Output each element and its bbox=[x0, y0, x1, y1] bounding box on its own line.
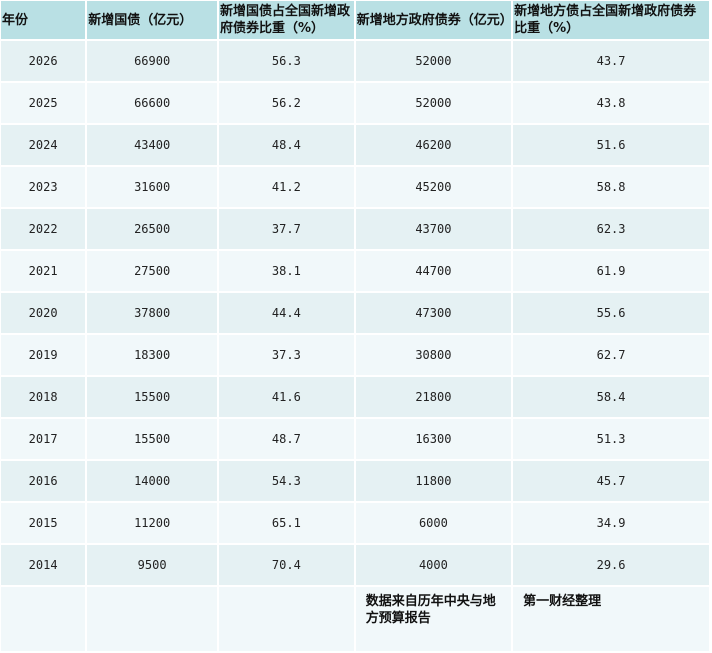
cell-local-share: 58.8 bbox=[513, 167, 709, 207]
cell-year: 2026 bbox=[1, 41, 86, 81]
cell-national-share: 56.2 bbox=[219, 83, 354, 123]
cell-national-bond: 37800 bbox=[87, 293, 217, 333]
cell-local-share: 61.9 bbox=[513, 251, 709, 291]
cell-local-share: 51.3 bbox=[513, 419, 709, 459]
cell-local-share: 43.8 bbox=[513, 83, 709, 123]
cell-national-share: 54.3 bbox=[219, 461, 354, 501]
table-row: 2019 18300 37.3 30800 62.7 bbox=[1, 335, 709, 375]
cell-year: 2016 bbox=[1, 461, 86, 501]
cell-year: 2019 bbox=[1, 335, 86, 375]
cell-national-share: 37.3 bbox=[219, 335, 354, 375]
cell-national-bond: 15500 bbox=[87, 419, 217, 459]
cell-national-share: 41.6 bbox=[219, 377, 354, 417]
cell-local-bond: 45200 bbox=[355, 167, 512, 207]
header-national-share: 新增国债占全国新增政府债券比重（%） bbox=[219, 1, 354, 39]
cell-year: 2017 bbox=[1, 419, 86, 459]
cell-local-bond: 6000 bbox=[355, 503, 512, 543]
cell-national-bond: 27500 bbox=[87, 251, 217, 291]
cell-year: 2023 bbox=[1, 167, 86, 207]
cell-local-bond: 11800 bbox=[355, 461, 512, 501]
header-national-bond: 新增国债（亿元） bbox=[87, 1, 217, 39]
cell-local-bond: 52000 bbox=[355, 83, 512, 123]
table-row: 2017 15500 48.7 16300 51.3 bbox=[1, 419, 709, 459]
cell-national-bond: 43400 bbox=[87, 125, 217, 165]
cell-local-bond: 16300 bbox=[355, 419, 512, 459]
cell-national-share: 48.4 bbox=[219, 125, 354, 165]
header-row: 年份 新增国债（亿元） 新增国债占全国新增政府债券比重（%） 新增地方政府债券（… bbox=[1, 1, 709, 39]
cell-local-share: 29.6 bbox=[513, 545, 709, 585]
cell-local-share: 55.6 bbox=[513, 293, 709, 333]
cell-local-share: 43.7 bbox=[513, 41, 709, 81]
cell-national-share: 65.1 bbox=[219, 503, 354, 543]
cell-national-share: 41.2 bbox=[219, 167, 354, 207]
cell-local-share: 51.6 bbox=[513, 125, 709, 165]
cell-national-bond: 66900 bbox=[87, 41, 217, 81]
cell-local-bond: 44700 bbox=[355, 251, 512, 291]
cell-national-share: 70.4 bbox=[219, 545, 354, 585]
source-note: 数据来自历年中央与地方预算报告 bbox=[355, 587, 512, 651]
table-row: 2015 11200 65.1 6000 34.9 bbox=[1, 503, 709, 543]
cell-local-bond: 30800 bbox=[355, 335, 512, 375]
table-row: 2016 14000 54.3 11800 45.7 bbox=[1, 461, 709, 501]
cell-local-bond: 4000 bbox=[355, 545, 512, 585]
header-local-bond: 新增地方政府债券（亿元） bbox=[355, 1, 513, 39]
table-row: 2021 27500 38.1 44700 61.9 bbox=[1, 251, 709, 291]
cell-national-bond: 15500 bbox=[87, 377, 217, 417]
cell-year: 2020 bbox=[1, 293, 86, 333]
cell-year: 2015 bbox=[1, 503, 86, 543]
table-row: 2025 66600 56.2 52000 43.8 bbox=[1, 83, 709, 123]
cell-local-share: 62.7 bbox=[513, 335, 709, 375]
table-row: 2023 31600 41.2 45200 58.8 bbox=[1, 167, 709, 207]
cell-local-bond: 46200 bbox=[355, 125, 512, 165]
cell-national-bond: 66600 bbox=[87, 83, 217, 123]
table-row: 2026 66900 56.3 52000 43.7 bbox=[1, 41, 709, 81]
cell-local-share: 45.7 bbox=[513, 461, 709, 501]
cell-national-share: 38.1 bbox=[219, 251, 354, 291]
cell-national-share: 44.4 bbox=[219, 293, 354, 333]
cell-year: 2025 bbox=[1, 83, 86, 123]
cell-national-share: 56.3 bbox=[219, 41, 354, 81]
table-row: 2024 43400 48.4 46200 51.6 bbox=[1, 125, 709, 165]
cell-local-bond: 52000 bbox=[355, 41, 512, 81]
table-row: 2022 26500 37.7 43700 62.3 bbox=[1, 209, 709, 249]
table-row: 2014 9500 70.4 4000 29.6 bbox=[1, 545, 709, 585]
compiler-note: 第一财经整理 bbox=[513, 587, 709, 651]
cell-national-share: 37.7 bbox=[219, 209, 354, 249]
cell-local-bond: 43700 bbox=[355, 209, 512, 249]
cell-year: 2024 bbox=[1, 125, 86, 165]
footer-row: 数据来自历年中央与地方预算报告 第一财经整理 bbox=[1, 587, 709, 651]
header-year: 年份 bbox=[1, 1, 86, 39]
cell-year: 2021 bbox=[1, 251, 86, 291]
cell-national-bond: 26500 bbox=[87, 209, 217, 249]
cell-local-share: 58.4 bbox=[513, 377, 709, 417]
cell-local-bond: 47300 bbox=[355, 293, 512, 333]
cell-national-bond: 14000 bbox=[87, 461, 217, 501]
cell-national-bond: 11200 bbox=[87, 503, 217, 543]
cell-local-bond: 21800 bbox=[355, 377, 512, 417]
cell-local-share: 34.9 bbox=[513, 503, 709, 543]
table-row: 2018 15500 41.6 21800 58.4 bbox=[1, 377, 709, 417]
cell-national-bond: 31600 bbox=[87, 167, 217, 207]
cell-year: 2014 bbox=[1, 545, 86, 585]
cell-national-share: 48.7 bbox=[219, 419, 354, 459]
cell-national-bond: 18300 bbox=[87, 335, 217, 375]
cell-year: 2018 bbox=[1, 377, 86, 417]
header-local-share: 新增地方债占全国新增政府债券比重（%） bbox=[513, 1, 709, 39]
table-row: 2020 37800 44.4 47300 55.6 bbox=[1, 293, 709, 333]
cell-national-bond: 9500 bbox=[87, 545, 217, 585]
cell-year: 2022 bbox=[1, 209, 86, 249]
cell-local-share: 62.3 bbox=[513, 209, 709, 249]
